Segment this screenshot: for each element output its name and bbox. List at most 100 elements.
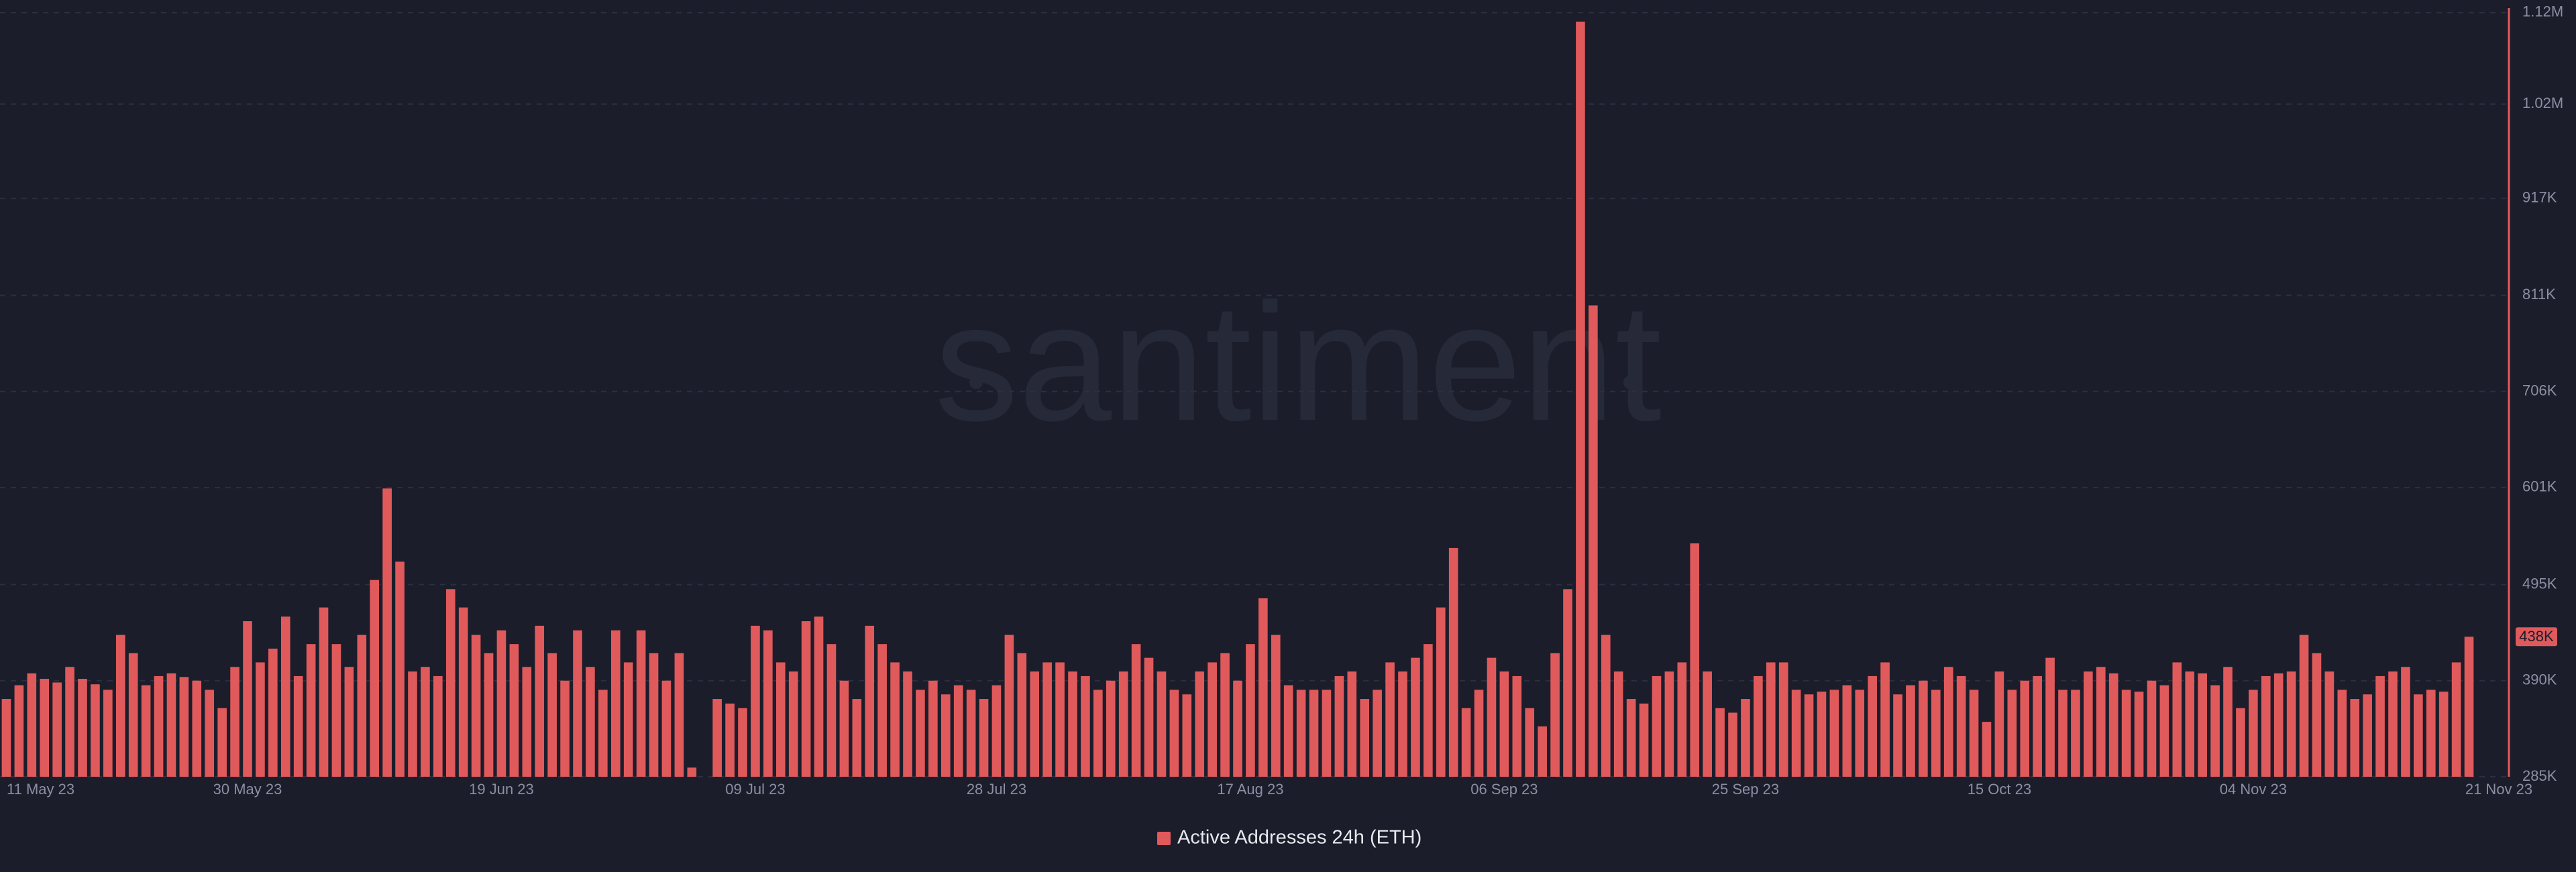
bar <box>166 673 176 777</box>
bar <box>1639 703 1649 777</box>
bar <box>268 649 278 777</box>
bar <box>91 684 100 777</box>
bar <box>2134 692 2144 777</box>
bar <box>2007 690 2017 777</box>
bar <box>1563 589 1572 777</box>
bar <box>661 680 672 777</box>
bar <box>1842 685 1852 777</box>
bar <box>560 680 570 777</box>
bar <box>1906 685 1915 777</box>
bar <box>674 653 684 777</box>
bar <box>1118 671 1128 777</box>
bar <box>2033 675 2042 777</box>
bar <box>877 644 887 777</box>
bar <box>1613 671 1623 777</box>
x-tick-label: 04 Nov 23 <box>2220 781 2287 798</box>
bar <box>2159 685 2169 777</box>
bar <box>2045 657 2055 777</box>
bar <box>2426 690 2436 777</box>
bar <box>928 680 938 777</box>
x-tick-label: 15 Oct 23 <box>1968 781 2031 798</box>
bar <box>205 690 215 777</box>
bar <box>1715 708 1725 777</box>
bar <box>725 703 735 777</box>
x-tick-label: 17 Aug 23 <box>1217 781 1283 798</box>
bar <box>509 644 519 777</box>
bar <box>192 680 202 777</box>
bar <box>1690 543 1700 777</box>
y-tick-label: 1.02M <box>2522 95 2563 111</box>
bar <box>1728 712 1737 777</box>
bar <box>1893 694 1902 777</box>
bar <box>2464 637 2474 777</box>
bar <box>1246 644 1255 777</box>
bar <box>421 667 430 777</box>
bar <box>2147 680 2157 777</box>
bar <box>2223 667 2233 777</box>
bar <box>712 699 722 777</box>
bar <box>1943 667 1953 777</box>
bar <box>331 644 341 777</box>
bar <box>2312 653 2322 777</box>
bar <box>1538 726 1547 777</box>
bar <box>573 630 582 777</box>
bar <box>1360 699 1370 777</box>
bar <box>2236 708 2245 777</box>
bar <box>1283 685 1293 777</box>
bar <box>1677 662 1687 777</box>
bar <box>547 653 557 777</box>
bar <box>2363 694 2372 777</box>
bar <box>2058 690 2068 777</box>
bar <box>2121 690 2131 777</box>
bar <box>52 682 62 777</box>
bar <box>40 679 50 777</box>
bar <box>1398 671 1407 777</box>
bar <box>445 589 455 777</box>
x-tick-label: 11 May 23 <box>7 781 74 798</box>
bar <box>2286 671 2296 777</box>
x-tick-label: 06 Sep 23 <box>1470 781 1538 798</box>
bar <box>2388 671 2398 777</box>
bar <box>1487 657 1497 777</box>
bar <box>1880 662 1890 777</box>
bar <box>1385 662 1395 777</box>
bar <box>1589 305 1598 777</box>
bar <box>1436 607 1446 777</box>
bar <box>2020 680 2030 777</box>
y-tick-label: 390K <box>2522 671 2557 688</box>
y-tick-label: 285K <box>2522 767 2557 784</box>
bar <box>65 667 74 777</box>
bar <box>1804 694 1814 777</box>
bar <box>1919 680 1928 777</box>
bar <box>1576 21 1585 777</box>
bar <box>1347 671 1357 777</box>
bar <box>788 671 798 777</box>
bar <box>2210 685 2220 777</box>
bar <box>2401 667 2410 777</box>
bar <box>991 685 1002 777</box>
bar <box>1512 675 1522 777</box>
bar <box>319 607 329 777</box>
y-tick-label: 917K <box>2522 189 2557 206</box>
bar <box>1424 644 1433 777</box>
bar <box>154 675 164 777</box>
bar <box>1220 653 1230 777</box>
bar <box>1131 644 1141 777</box>
bar <box>1791 690 1801 777</box>
bar <box>1817 692 1827 777</box>
bar <box>801 621 811 777</box>
bar <box>1956 675 1966 777</box>
bar <box>610 630 621 777</box>
bar <box>395 561 405 777</box>
bar <box>1106 680 1116 777</box>
bar <box>1004 635 1014 777</box>
bar <box>103 690 113 777</box>
bar <box>1017 653 1027 777</box>
bar <box>1664 671 1674 777</box>
bar <box>1068 671 1077 777</box>
bar <box>1652 675 1662 777</box>
bar <box>2451 662 2461 777</box>
bar <box>382 488 392 777</box>
bar <box>1778 662 1788 777</box>
